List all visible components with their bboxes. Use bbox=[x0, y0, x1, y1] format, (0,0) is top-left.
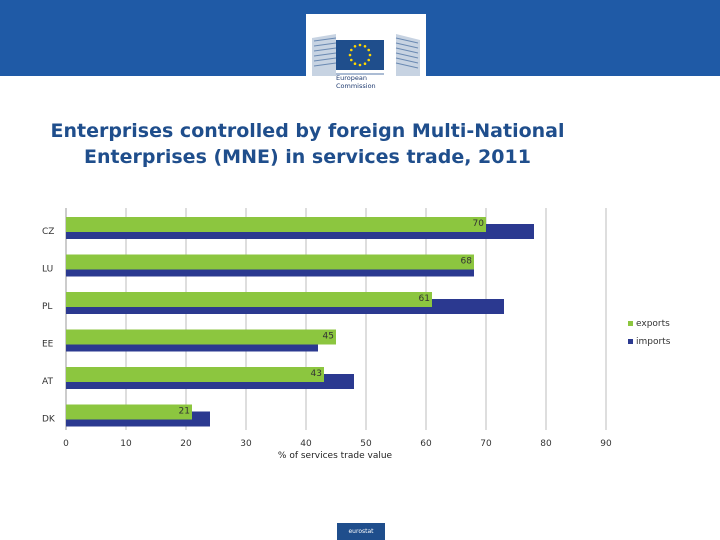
x-tick-label-50: 50 bbox=[360, 439, 372, 449]
bar-exports-cz bbox=[66, 217, 486, 232]
european-commission-logo: European Commission bbox=[306, 14, 426, 100]
bar-exports-dk bbox=[66, 404, 192, 420]
category-label-pl: PL bbox=[42, 302, 52, 312]
data-label-at: 43 bbox=[311, 369, 322, 379]
x-tick-label-10: 10 bbox=[120, 439, 132, 449]
chart-title-line1: Enterprises controlled by foreign Multi-… bbox=[50, 120, 565, 142]
bar-exports-pl bbox=[66, 292, 432, 307]
chart-title: Enterprises controlled by foreign Multi-… bbox=[20, 118, 595, 170]
x-tick-label-0: 0 bbox=[63, 439, 69, 449]
logo-text-line1: European bbox=[336, 74, 367, 82]
category-label-dk: DK bbox=[42, 415, 56, 425]
logo-text: European Commission bbox=[336, 74, 376, 90]
category-label-cz: CZ bbox=[42, 227, 54, 237]
data-label-lu: 68 bbox=[461, 257, 473, 267]
x-tick-label-80: 80 bbox=[540, 439, 552, 449]
data-label-dk: 21 bbox=[179, 407, 190, 417]
x-tick-label-20: 20 bbox=[180, 439, 192, 449]
bar-exports-at bbox=[66, 367, 324, 382]
logo-text-line2: Commission bbox=[336, 82, 376, 90]
category-label-at: AT bbox=[42, 377, 53, 387]
data-label-pl: 61 bbox=[419, 294, 430, 304]
legend-swatch-exports bbox=[628, 321, 633, 326]
legend-label-imports: imports bbox=[636, 337, 671, 347]
category-label-lu: LU bbox=[42, 265, 53, 275]
data-label-ee: 45 bbox=[323, 332, 334, 342]
commission-building-icon bbox=[312, 34, 420, 76]
eurostat-badge: eurostat bbox=[337, 523, 385, 540]
category-label-ee: EE bbox=[42, 340, 54, 350]
x-axis-label: % of services trade value bbox=[278, 451, 393, 461]
bar-chart: 70 CZ 68 LU 61 PL 45 EE 43 AT 21 DK 0 10 20 30 40 50 60 70 8… bbox=[42, 208, 671, 461]
eurostat-badge-text: eurostat bbox=[348, 528, 374, 535]
x-tick-label-70: 70 bbox=[480, 439, 492, 449]
bar-exports-ee bbox=[66, 329, 336, 345]
bar-exports-lu bbox=[66, 254, 474, 270]
chart-title-line2: Enterprises (MNE) in services trade, 201… bbox=[84, 146, 531, 168]
x-tick-label-30: 30 bbox=[240, 439, 252, 449]
data-label-cz: 70 bbox=[473, 219, 485, 229]
eu-stars-icon bbox=[348, 43, 372, 67]
x-tick-label-40: 40 bbox=[300, 439, 312, 449]
legend-label-exports: exports bbox=[636, 319, 670, 329]
x-tick-label-60: 60 bbox=[420, 439, 432, 449]
x-tick-label-90: 90 bbox=[600, 439, 612, 449]
legend-swatch-imports bbox=[628, 339, 633, 344]
